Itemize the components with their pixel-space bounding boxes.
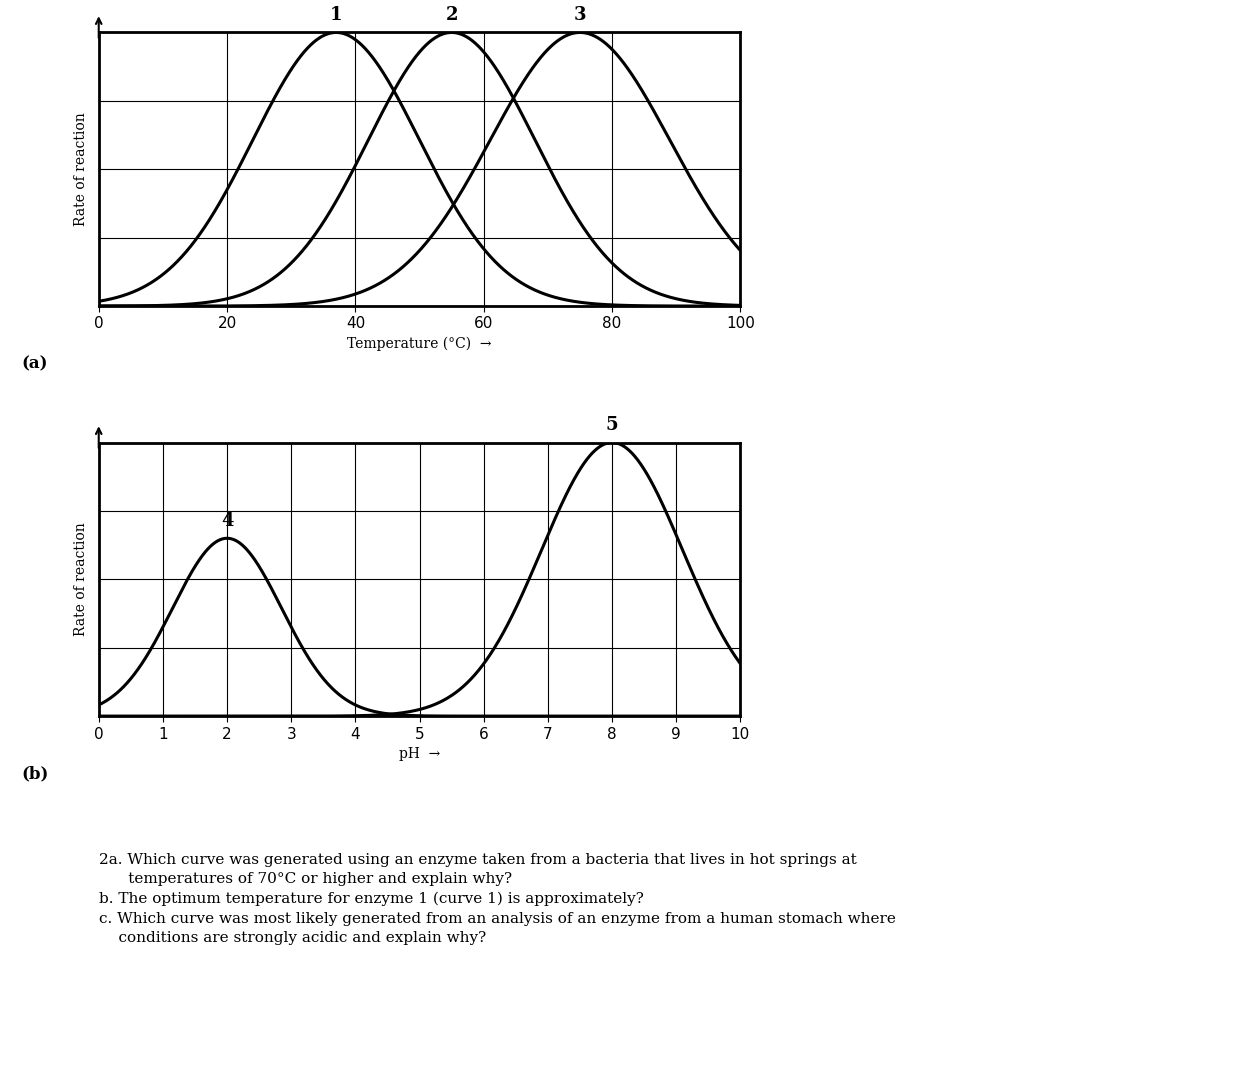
X-axis label: Temperature (°C)  →: Temperature (°C) → [347,337,492,352]
Text: 3: 3 [574,6,586,24]
Text: 2a. Which curve was generated using an enzyme taken from a bacteria that lives i: 2a. Which curve was generated using an e… [99,853,896,946]
Text: 4: 4 [221,512,233,530]
Text: 2: 2 [445,6,458,24]
Text: 5: 5 [606,417,618,434]
Text: (b): (b) [22,765,49,782]
X-axis label: pH  →: pH → [399,747,441,761]
Text: 1: 1 [329,6,342,24]
Y-axis label: Rate of reaction: Rate of reaction [74,523,89,636]
Text: (a): (a) [22,355,48,372]
Y-axis label: Rate of reaction: Rate of reaction [74,113,89,226]
